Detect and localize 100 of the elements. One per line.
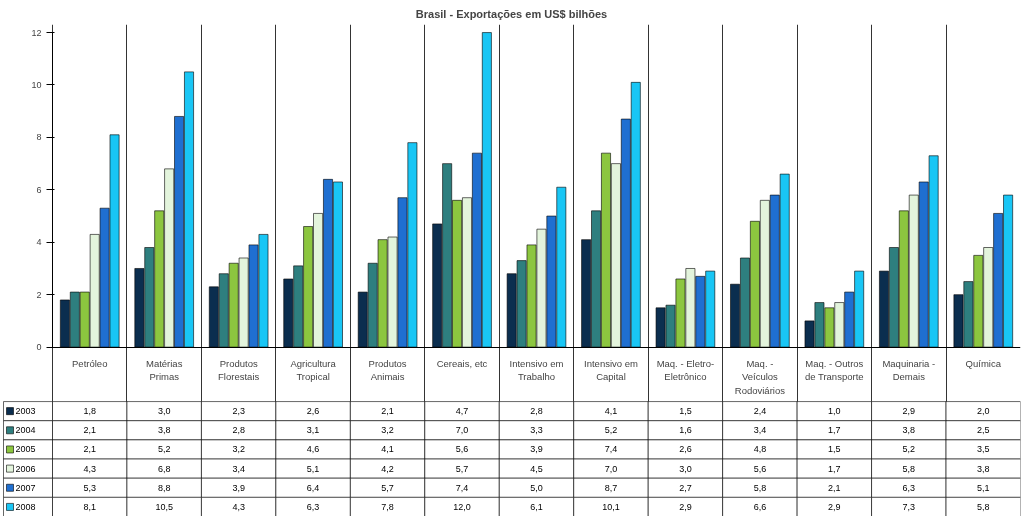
data-label: 3,1 <box>306 425 320 436</box>
legend-label: 2006 <box>15 463 36 474</box>
data-label: 5,3 <box>83 482 96 493</box>
data-label: 10,5 <box>155 501 173 512</box>
data-label: 2,1 <box>83 444 96 455</box>
x-tick-label: Intensivo em Capital <box>584 358 638 383</box>
data-label: 3,8 <box>157 425 171 436</box>
data-label: 5,8 <box>753 482 767 493</box>
data-label: 7,0 <box>455 425 469 436</box>
data-label: 8,7 <box>604 482 618 493</box>
data-label: 4,2 <box>381 463 394 474</box>
data-label: 3,2 <box>381 425 394 436</box>
data-label: 6,4 <box>306 482 320 493</box>
data-label: 4,1 <box>381 444 394 455</box>
data-label: 5,0 <box>530 482 543 493</box>
data-label: 3,0 <box>157 406 171 417</box>
data-label: 2,4 <box>753 406 767 417</box>
data-label: 7,8 <box>381 501 394 512</box>
x-tick-label: Química <box>965 358 1002 370</box>
data-label: 6,8 <box>157 463 171 474</box>
data-label: 1,8 <box>83 406 96 417</box>
data-label: 3,4 <box>753 425 767 436</box>
legend-label: 2003 <box>15 406 36 417</box>
x-tick-label: Maq. - Veículos Rodoviários <box>734 358 786 396</box>
x-tick-label: Cereais, etc <box>436 358 488 370</box>
data-label: 12,0 <box>453 501 471 512</box>
data-label: 2,6 <box>306 406 320 417</box>
data-label: 4,8 <box>753 444 767 455</box>
data-label: 6,6 <box>753 501 767 512</box>
data-label: 5,8 <box>977 501 990 512</box>
data-label: 2,1 <box>381 406 394 417</box>
data-label: 2,9 <box>679 501 692 512</box>
x-tick-label: Intensivo em Trabalho <box>509 358 564 383</box>
y-tick-label: 0 <box>36 342 42 353</box>
data-label: 2,9 <box>828 501 841 512</box>
data-label: 3,8 <box>902 425 916 436</box>
data-label: 7,0 <box>604 463 618 474</box>
data-label: 7,3 <box>902 501 916 512</box>
data-label: 2,8 <box>530 406 543 417</box>
data-label: 3,5 <box>977 444 990 455</box>
data-label: 5,1 <box>306 463 320 474</box>
data-label: 2,7 <box>679 482 692 493</box>
data-label: 4,5 <box>530 463 543 474</box>
data-label: 5,2 <box>902 444 916 455</box>
y-tick-label: 4 <box>36 237 42 248</box>
data-label: 2,3 <box>232 406 245 417</box>
data-label: 5,7 <box>455 463 469 474</box>
data-label: 3,3 <box>530 425 543 436</box>
data-label: 1,7 <box>828 425 841 436</box>
data-label: 5,7 <box>381 482 394 493</box>
x-tick-label: Agricultura Tropical <box>290 358 337 383</box>
data-label: 6,3 <box>902 482 916 493</box>
data-label: 3,8 <box>977 463 990 474</box>
data-label: 6,1 <box>530 501 543 512</box>
y-tick-label: 8 <box>36 132 42 143</box>
x-tick-label: Maq. - Eletro- Eletrônico <box>656 358 715 383</box>
y-tick-label: 10 <box>31 79 42 90</box>
data-label: 3,4 <box>232 463 245 474</box>
data-label: 8,1 <box>83 501 96 512</box>
data-label: 8,8 <box>157 482 171 493</box>
legend-label: 2005 <box>15 444 36 455</box>
data-label: 2,0 <box>977 406 990 417</box>
y-tick-label: 12 <box>31 27 42 38</box>
x-tick-label: Maq. - Outros de Transporte <box>804 358 864 383</box>
data-label: 3,9 <box>232 482 245 493</box>
data-label: 3,9 <box>530 444 543 455</box>
data-label: 2,1 <box>828 482 841 493</box>
data-label: 2,9 <box>902 406 916 417</box>
data-label: 4,1 <box>604 406 618 417</box>
data-label: 2,6 <box>679 444 692 455</box>
x-tick-label: Maquinaria - Demais <box>882 358 936 383</box>
data-label: 4,3 <box>83 463 96 474</box>
data-label: 3,2 <box>232 444 245 455</box>
data-label: 5,6 <box>753 463 767 474</box>
data-label: 4,6 <box>306 444 320 455</box>
data-label: 5,6 <box>455 444 469 455</box>
legend-label: 2007 <box>15 482 36 493</box>
data-label: 6,3 <box>306 501 320 512</box>
legend-label: 2008 <box>15 501 36 512</box>
legend-label: 2004 <box>15 425 36 436</box>
data-label: 3,0 <box>679 463 692 474</box>
data-label: 2,1 <box>83 425 96 436</box>
data-label: 1,5 <box>679 406 692 417</box>
data-label: 5,1 <box>977 482 990 493</box>
data-label: 5,8 <box>902 463 916 474</box>
data-label: 7,4 <box>455 482 469 493</box>
data-label: 5,2 <box>604 425 618 436</box>
chart-title: Brasil - Exportações em US$ bilhões <box>415 7 608 20</box>
data-label: 2,5 <box>977 425 990 436</box>
data-label: 5,2 <box>157 444 171 455</box>
x-tick-label: Matérias Primas <box>145 358 183 383</box>
data-label: 4,7 <box>455 406 469 417</box>
x-tick-label: Produtos Florestais <box>218 358 260 383</box>
data-label: 10,1 <box>602 501 620 512</box>
data-label: 2,8 <box>232 425 245 436</box>
data-label: 4,3 <box>232 501 245 512</box>
x-tick-label: Petróleo <box>72 358 108 370</box>
y-tick-label: 2 <box>36 289 42 300</box>
x-tick-label: Produtos Animais <box>368 358 407 383</box>
data-label: 7,4 <box>604 444 618 455</box>
